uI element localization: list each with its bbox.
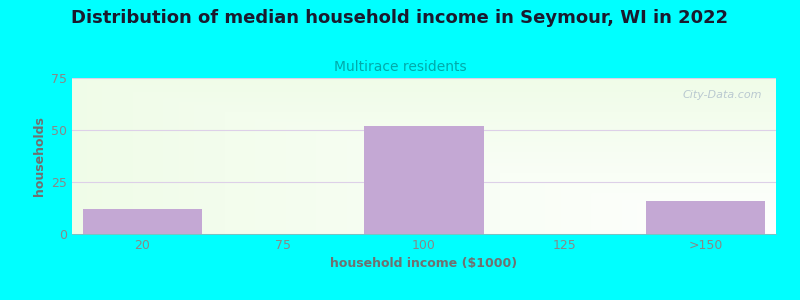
Text: City-Data.com: City-Data.com	[682, 91, 762, 100]
Y-axis label: households: households	[33, 116, 46, 196]
Bar	[82, 209, 202, 234]
X-axis label: household income ($1000): household income ($1000)	[330, 257, 518, 270]
Bar	[646, 201, 766, 234]
Text: Distribution of median household income in Seymour, WI in 2022: Distribution of median household income …	[71, 9, 729, 27]
Bar	[364, 126, 484, 234]
Text: Multirace residents: Multirace residents	[334, 60, 466, 74]
